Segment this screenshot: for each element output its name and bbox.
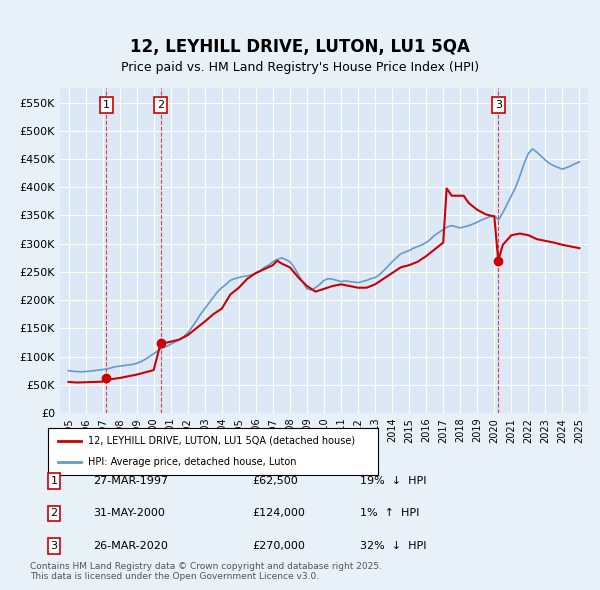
Text: 32%  ↓  HPI: 32% ↓ HPI [360, 541, 427, 550]
Text: 12, LEYHILL DRIVE, LUTON, LU1 5QA (detached house): 12, LEYHILL DRIVE, LUTON, LU1 5QA (detac… [88, 436, 355, 446]
Text: 2: 2 [157, 100, 164, 110]
Text: Price paid vs. HM Land Registry's House Price Index (HPI): Price paid vs. HM Land Registry's House … [121, 61, 479, 74]
Text: 19%  ↓  HPI: 19% ↓ HPI [360, 476, 427, 486]
Text: 3: 3 [50, 541, 58, 550]
Text: 1: 1 [50, 476, 58, 486]
Text: Contains HM Land Registry data © Crown copyright and database right 2025.
This d: Contains HM Land Registry data © Crown c… [30, 562, 382, 581]
Text: 1: 1 [103, 100, 110, 110]
Text: 27-MAR-1997: 27-MAR-1997 [93, 476, 168, 486]
Text: 31-MAY-2000: 31-MAY-2000 [93, 509, 165, 518]
Text: £62,500: £62,500 [252, 476, 298, 486]
Text: 2: 2 [50, 509, 58, 518]
Text: 3: 3 [495, 100, 502, 110]
Text: £270,000: £270,000 [252, 541, 305, 550]
Text: £124,000: £124,000 [252, 509, 305, 518]
Text: 12, LEYHILL DRIVE, LUTON, LU1 5QA: 12, LEYHILL DRIVE, LUTON, LU1 5QA [130, 38, 470, 56]
Text: 1%  ↑  HPI: 1% ↑ HPI [360, 509, 419, 518]
Text: 26-MAR-2020: 26-MAR-2020 [93, 541, 168, 550]
Text: HPI: Average price, detached house, Luton: HPI: Average price, detached house, Luto… [88, 457, 296, 467]
